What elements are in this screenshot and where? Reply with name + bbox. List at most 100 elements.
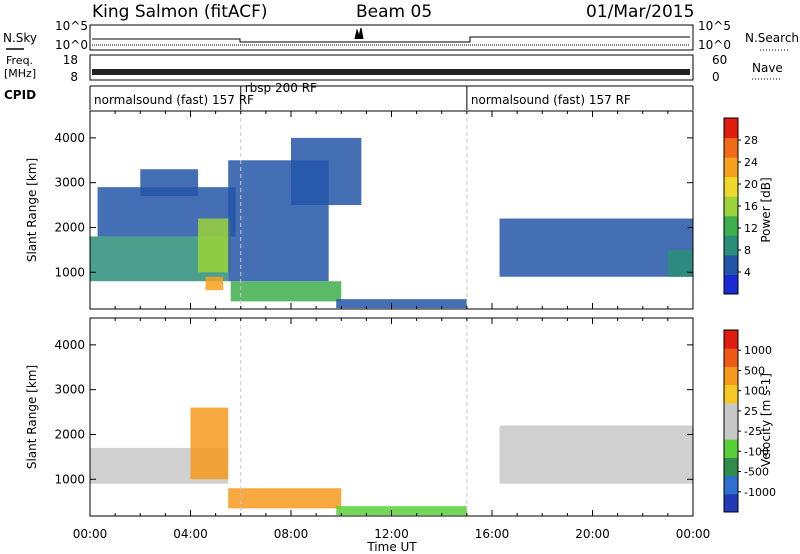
nsky-trace — [92, 36, 690, 43]
freq-label-2: [MHz] — [4, 67, 36, 80]
colorbar-tick-label: 1000 — [744, 344, 772, 357]
colorbar-swatch — [724, 366, 738, 386]
colorbar-tick-label: 16 — [744, 200, 758, 213]
echo-region — [336, 506, 467, 516]
echo-region — [190, 407, 229, 480]
echo-region — [205, 276, 224, 291]
echo-region — [291, 137, 362, 206]
nsearch-tick-low: 10^0 — [698, 38, 731, 52]
colorbar-swatch — [724, 475, 738, 495]
x-tick-label: 08:00 — [274, 527, 309, 541]
nsky-label: N.Sky — [3, 31, 37, 45]
xaxis-label: Time UT — [366, 540, 417, 554]
colorbar-tick-label: -500 — [744, 466, 769, 479]
velocity-panel: Slant Range [km] Time UT 1000 2000 3000 400… — [25, 317, 711, 554]
nave-tick-low: 0 — [712, 70, 720, 84]
freq-strip: Freq. [MHz] 18 8 60 0 Nave — [4, 53, 783, 84]
colorbar-tick-label: 20 — [744, 178, 758, 191]
x-tick-label: 20:00 — [575, 527, 610, 541]
site-title: King Salmon (fitACF) — [92, 2, 268, 22]
freq-label-1: Freq. — [6, 54, 33, 67]
y-tick-label: 4000 — [54, 131, 85, 145]
y-tick-label: 4000 — [54, 338, 85, 352]
colorbar-swatch — [724, 330, 738, 349]
y-tick-label: 3000 — [54, 383, 85, 397]
cpid-label: CPID — [4, 88, 36, 102]
colorbar-swatch — [724, 118, 738, 139]
colorbar-swatch — [724, 493, 738, 513]
nsky-spike — [354, 27, 364, 40]
velocity-colorbar: Velocity [m s-1] -1000 -500 -100 -25 25 100 50… — [723, 329, 776, 513]
echo-region — [228, 488, 342, 509]
echo-region — [499, 218, 693, 277]
colorbar-tick-label: 28 — [744, 134, 758, 147]
colorbar-tick-label: 100 — [744, 385, 765, 398]
colorbar-swatch — [724, 137, 738, 158]
colorbar-tick-label: 24 — [744, 156, 758, 169]
colorbar-swatch — [724, 235, 738, 256]
cpid-segment-label: normalsound (fast) 157 RF — [471, 93, 631, 107]
date-title: 01/Mar/2015 — [586, 2, 694, 22]
echo-region — [140, 169, 199, 197]
colorbar-swatch — [724, 215, 738, 236]
colorbar-swatch — [724, 348, 738, 367]
echo-region — [336, 299, 467, 309]
y-tick-label: 1000 — [54, 472, 85, 486]
nsky-tick-low: 10^0 — [55, 38, 88, 52]
y-tick-label: 3000 — [54, 176, 85, 190]
colorbar-tick-label: 4 — [744, 266, 751, 279]
x-tick-label: 16:00 — [475, 527, 510, 541]
panel-border — [89, 110, 694, 310]
nsearch-tick-high: 10^5 — [698, 19, 731, 33]
colorbar-swatch — [724, 176, 738, 197]
velocity-ylabel: Slant Range [km] — [25, 365, 39, 469]
nave-tick-high: 60 — [712, 53, 727, 67]
colorbar-swatch — [724, 402, 738, 422]
power-colorbar-label: Power [dB] — [759, 177, 773, 242]
x-tick-label: 00:00 — [73, 527, 108, 541]
x-tick-label: 12:00 — [374, 527, 409, 541]
colorbar-tick-label: -1000 — [744, 486, 776, 499]
y-tick-label: 2000 — [54, 427, 85, 441]
colorbar-swatch — [724, 196, 738, 217]
nsky-strip: N.Sky 10^5 10^0 10^5 10^0 N.Search — [3, 19, 799, 52]
colorbar-swatch — [724, 421, 738, 440]
velocity-panel-frame — [89, 317, 694, 517]
colorbar-tick-label: -25 — [744, 425, 762, 438]
colorbar-swatch — [724, 457, 738, 477]
panel-border — [89, 317, 694, 517]
power-colorbar: Power [dB] 4 8 12 16 20 24 28 — [723, 117, 773, 295]
freq-trace — [92, 69, 690, 75]
echo-region — [198, 218, 231, 273]
colorbar-tick-label: -100 — [744, 445, 769, 458]
nsky-tick-high: 10^5 — [55, 19, 88, 33]
cpid-segment-label: rbsp 200 RF — [245, 81, 317, 95]
colorbar-swatch — [724, 254, 738, 275]
colorbar-tick-label: 12 — [744, 222, 758, 235]
y-tick-label: 2000 — [54, 220, 85, 234]
power-panel: Slant Range [km] 1000 2000 3000 4000 — [25, 110, 694, 310]
nave-label: Nave — [752, 61, 783, 75]
echo-region — [230, 281, 342, 302]
echo-region — [499, 425, 693, 484]
colorbar-tick-label: 500 — [744, 364, 765, 377]
freq-tick-high: 18 — [63, 53, 78, 67]
colorbar-swatch — [724, 384, 738, 404]
colorbar-swatch — [724, 274, 738, 295]
beam-title: Beam 05 — [356, 2, 432, 22]
freq-tick-low: 8 — [70, 70, 78, 84]
x-tick-label: 04:00 — [173, 527, 208, 541]
colorbar-swatch — [724, 157, 738, 178]
colorbar-tick-label: 8 — [744, 244, 751, 257]
nsearch-label: N.Search — [745, 31, 799, 45]
velocity-colorbar-label: Velocity [m s-1] — [759, 373, 773, 467]
colorbar-swatch — [724, 439, 738, 458]
colorbar-border — [723, 329, 739, 513]
y-tick-label: 1000 — [54, 265, 85, 279]
cpid-segment-label: normalsound (fast) 157 RF — [94, 93, 254, 107]
power-ylabel: Slant Range [km] — [25, 158, 39, 262]
x-tick-label: 00:00 — [676, 527, 711, 541]
colorbar-tick-label: 25 — [744, 405, 758, 418]
